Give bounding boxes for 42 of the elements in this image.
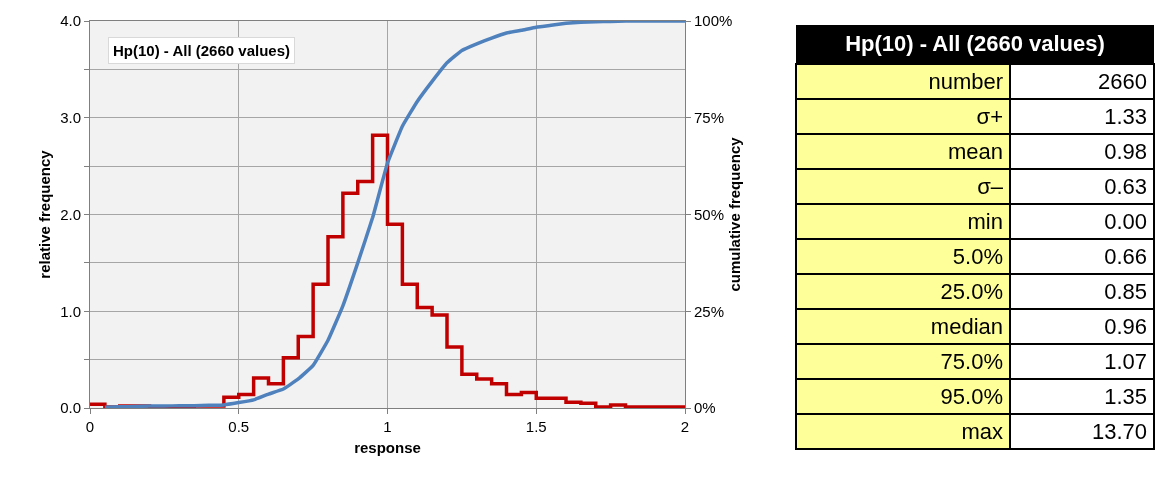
y-axis-title: relative frequency bbox=[36, 149, 53, 279]
text: 0.96 bbox=[1104, 313, 1147, 339]
y2-axis-title: cumulative frequency bbox=[726, 136, 744, 292]
y-tick-label: 3.0 bbox=[60, 109, 81, 126]
category-label: median bbox=[796, 309, 1010, 344]
x-axis-title: response bbox=[354, 439, 421, 456]
x-tick-label: 2 bbox=[680, 418, 690, 435]
text: 0.00 bbox=[1104, 208, 1147, 234]
text: 0.98 bbox=[1104, 138, 1147, 164]
annotation: Hp(10) - All (2660 values) bbox=[113, 42, 291, 59]
y2-tick-label: 0% bbox=[694, 399, 716, 417]
text: 2660 bbox=[1098, 68, 1147, 94]
category-label: mean bbox=[796, 134, 1010, 169]
y2-tick-label: 75% bbox=[694, 109, 725, 126]
category-label: 5.0% bbox=[796, 239, 1010, 274]
y2-tick-label: 100% bbox=[694, 12, 733, 30]
category-label: min bbox=[796, 204, 1010, 239]
category-label: σ+ bbox=[796, 99, 1010, 134]
y-tick-label: 1.0 bbox=[60, 302, 81, 320]
y2-tick-label: 50% bbox=[694, 205, 725, 223]
text: 1.35 bbox=[1104, 383, 1147, 409]
text: 1.07 bbox=[1104, 348, 1147, 374]
text: 0.63 bbox=[1104, 173, 1147, 199]
text: 13.70 bbox=[1091, 418, 1147, 444]
text: 1.33 bbox=[1104, 103, 1147, 129]
category-label: 25.0% bbox=[796, 274, 1010, 309]
text: Hp(10) - All (2660 values) bbox=[796, 25, 1154, 64]
category-label: 75.0% bbox=[796, 344, 1010, 379]
category-label: number bbox=[796, 64, 1010, 99]
y-tick-label: 0.0 bbox=[60, 399, 81, 417]
text: 0.66 bbox=[1104, 243, 1147, 269]
y2-tick-label: 25% bbox=[694, 302, 725, 320]
text: 0.85 bbox=[1104, 278, 1147, 304]
y-tick-label: 2.0 bbox=[60, 205, 81, 223]
x-tick-label: 1 bbox=[383, 418, 392, 435]
x-tick-label: 0 bbox=[85, 418, 95, 435]
category-label: max bbox=[796, 414, 1010, 449]
category-label: σ– bbox=[796, 169, 1010, 204]
x-tick-label: 0.5 bbox=[228, 418, 250, 435]
category-label: 95.0% bbox=[796, 379, 1010, 414]
y-tick-label: 4.0 bbox=[60, 12, 81, 30]
x-tick-label: 1.5 bbox=[525, 418, 547, 435]
